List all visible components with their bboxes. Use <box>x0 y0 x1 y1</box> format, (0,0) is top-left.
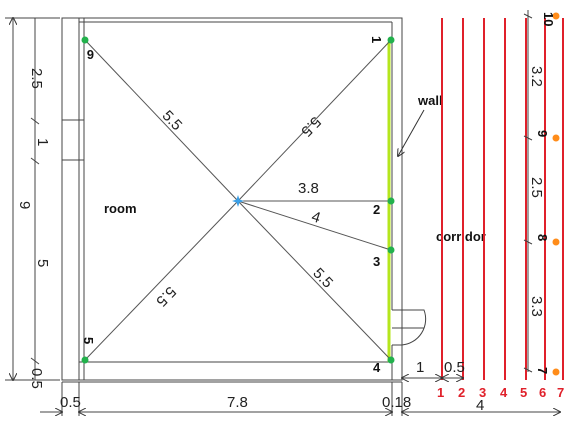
corridor-num-3: 3 <box>479 385 486 400</box>
line-center-to-5 <box>84 200 239 361</box>
door-swing <box>401 309 427 346</box>
point-2 <box>387 197 395 205</box>
corridor-num-1: 1 <box>437 385 444 400</box>
corridor-label: corridor <box>436 229 486 244</box>
wall-label: wall <box>417 93 443 108</box>
right-dimension <box>523 10 533 373</box>
center-star-icon <box>232 195 244 207</box>
distance-label-6: 5.5 <box>159 107 186 134</box>
right-point-9 <box>552 134 560 142</box>
bottom-dimensions <box>40 378 560 416</box>
right-point-7 <box>552 368 560 376</box>
bottom-dim-b: 7.8 <box>227 394 248 411</box>
left-dim-seg-1: 2.5 <box>28 68 45 89</box>
room-walls <box>61 17 427 383</box>
distance-label-3: 4 <box>309 208 322 227</box>
point-label-4: 4 <box>373 360 381 375</box>
point-label-2: 2 <box>373 202 380 217</box>
distance-label-4: 5.5 <box>309 265 336 292</box>
distance-label-5: 5.5 <box>152 283 179 310</box>
room-points <box>81 36 395 364</box>
measurement-lines <box>84 39 392 361</box>
point-label-5: 5 <box>81 337 96 344</box>
right-point-label-7: 7 <box>535 367 550 374</box>
right-dim-3: 3.3 <box>528 296 545 317</box>
point-1 <box>387 36 395 44</box>
window-opening <box>61 119 85 161</box>
left-dimensions <box>5 18 60 380</box>
bottom-dim-f: 0.5 <box>444 359 465 376</box>
right-point-label-8: 8 <box>535 234 550 241</box>
bottom-dim-e: 1 <box>416 359 424 376</box>
distance-label-1: 5.5 <box>297 113 324 140</box>
right-dim-2: 2.5 <box>528 177 545 198</box>
corridor-num-5: 5 <box>520 385 527 400</box>
left-dim-seg-3: 5 <box>34 259 51 267</box>
corridor-num-7: 7 <box>557 385 564 400</box>
corridor-num-6: 6 <box>539 385 546 400</box>
corridor-lines <box>441 18 564 380</box>
line-center-to-4 <box>237 200 392 361</box>
left-dim-seg-2: 1 <box>34 138 51 146</box>
point-3 <box>387 246 395 254</box>
corridor-num-4: 4 <box>500 385 508 400</box>
distance-label-2: 3.8 <box>298 180 319 197</box>
left-dim-seg-4: 0.5 <box>28 368 45 389</box>
line-center-to-6 <box>84 39 239 202</box>
point-6 <box>81 36 89 44</box>
right-point-label-10: 10 <box>541 12 556 26</box>
right-point-8 <box>552 238 560 246</box>
right-dim-1: 3.2 <box>528 66 545 87</box>
left-dim-total: 9 <box>16 201 33 209</box>
point-4 <box>387 356 395 364</box>
room-label: room <box>104 201 137 216</box>
right-point-label-9: 9 <box>535 130 550 137</box>
line-center-to-3 <box>237 200 392 251</box>
point-label-1: 1 <box>369 36 384 43</box>
bottom-dim-c: 0.18 <box>382 394 411 411</box>
right-point-10 <box>552 12 560 20</box>
wall-pointer <box>398 109 425 156</box>
bottom-dim-d: 4 <box>476 397 484 414</box>
bottom-dim-a: 0.5 <box>60 394 81 411</box>
corridor-num-2: 2 <box>458 385 465 400</box>
point-label-6: 6 <box>87 47 94 62</box>
point-label-3: 3 <box>373 254 380 269</box>
line-center-to-1 <box>237 39 392 202</box>
point-5 <box>81 356 89 364</box>
